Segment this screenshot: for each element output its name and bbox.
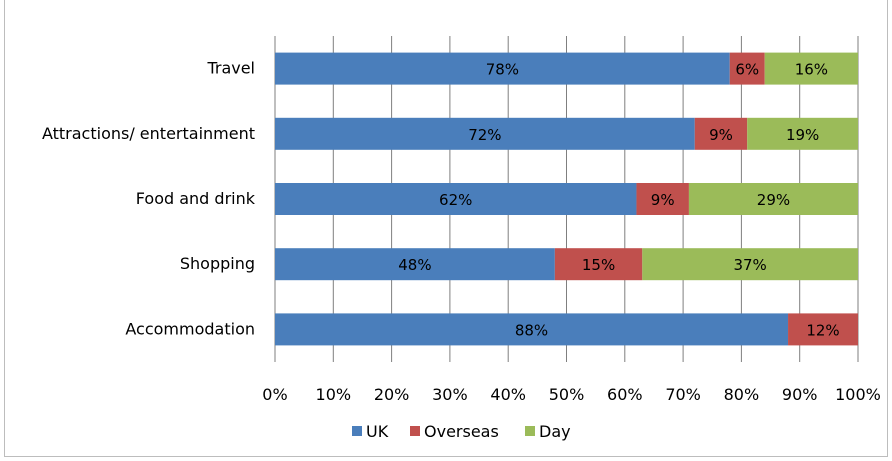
data-label-overseas: 9% (709, 126, 733, 144)
data-label-day: 16% (795, 61, 828, 79)
bar-segment-overseas (788, 313, 858, 346)
data-label-overseas: 15% (582, 256, 615, 274)
bar-segment-day (642, 248, 858, 281)
data-label-uk: 88% (515, 321, 548, 339)
data-label-uk: 78% (486, 61, 519, 79)
category-label: Attractions/ entertainment (42, 124, 255, 143)
data-label-day: 29% (757, 191, 790, 209)
category-label: Food and drink (136, 189, 256, 208)
bar-segment-uk (275, 183, 637, 215)
bar-segment-overseas (694, 117, 748, 150)
bar-segment-uk (275, 117, 695, 150)
data-label-overseas: 12% (806, 321, 839, 339)
x-tick-label: 10% (316, 385, 352, 404)
bar-segment-day (764, 52, 858, 85)
legend-swatch-day (525, 426, 535, 436)
x-tick-label: 0% (262, 385, 287, 404)
legend-swatch-overseas (410, 426, 420, 436)
data-label-day: 37% (733, 256, 766, 274)
legend-swatch-uk (352, 426, 362, 436)
bar-segment-uk (275, 52, 730, 85)
x-tick-label: 90% (782, 385, 818, 404)
legend-label-overseas: Overseas (424, 422, 499, 441)
legend-label-uk: UK (366, 422, 389, 441)
category-label: Travel (206, 59, 255, 78)
data-label-uk: 72% (468, 126, 501, 144)
x-tick-label: 100% (835, 385, 881, 404)
bar-segment-uk (275, 248, 555, 281)
x-tick-label: 70% (665, 385, 701, 404)
chart-frame (4, 0, 888, 457)
bar-segment-uk (275, 313, 789, 346)
x-tick-label: 40% (490, 385, 526, 404)
x-tick-label: 20% (374, 385, 410, 404)
data-label-day: 19% (786, 126, 819, 144)
bar-segment-overseas (636, 183, 689, 215)
x-tick-label: 80% (724, 385, 760, 404)
data-label-uk: 48% (398, 256, 431, 274)
category-label: Shopping (180, 254, 255, 273)
category-label: Accommodation (125, 319, 255, 338)
legend-label-day: Day (539, 422, 571, 441)
bar-segment-day (747, 117, 858, 150)
x-tick-label: 50% (549, 385, 585, 404)
bar-segment-overseas (729, 52, 765, 85)
x-tick-label: 60% (607, 385, 643, 404)
x-tick-label: 30% (432, 385, 468, 404)
data-label-uk: 62% (439, 191, 472, 209)
data-label-overseas: 9% (651, 191, 675, 209)
bar-segment-overseas (554, 248, 643, 281)
bar-segment-day (688, 183, 858, 215)
data-label-overseas: 6% (735, 61, 759, 79)
